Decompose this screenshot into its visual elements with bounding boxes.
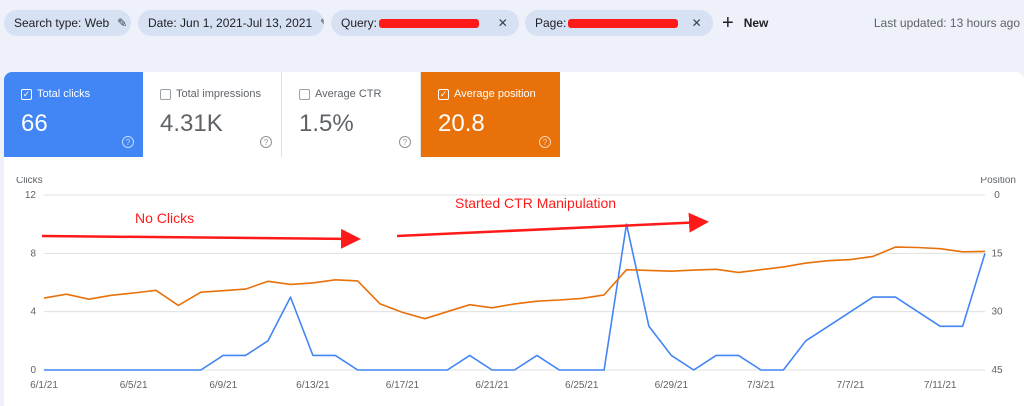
annotation-arrow-left [41, 228, 361, 249]
checkbox-checked-icon[interactable]: ✓ [438, 88, 449, 100]
annotation-no-clicks: No Clicks [135, 210, 194, 226]
annotation-arrow-right [396, 212, 709, 238]
filter-chip-label: Page: [535, 16, 567, 30]
new-filter-label: New [743, 16, 769, 30]
right-tick-label: 30 [991, 307, 1003, 318]
pencil-icon[interactable]: ✎ [117, 16, 128, 30]
new-filter-button[interactable]: + New [722, 10, 768, 36]
filter-chip-label: Date: Jun 1, 2021-Jul 13, 2021 [148, 16, 313, 30]
help-icon[interactable]: ? [122, 136, 134, 148]
metric-label: Average CTR [315, 88, 382, 100]
metric-card-average-position[interactable]: ✓ Average position 20.8 ? [421, 72, 560, 157]
filter-chip-search-type[interactable]: Search type: Web ✎ [4, 10, 131, 36]
clicks-series-line [44, 223, 986, 371]
metric-card-total-impressions[interactable]: Total impressions 4.31K ? [143, 72, 282, 157]
left-tick-label: 12 [25, 190, 37, 201]
metric-card-average-ctr[interactable]: Average CTR 1.5% ? [282, 72, 421, 157]
help-icon[interactable]: ? [260, 136, 272, 148]
left-axis-title: Clicks [16, 177, 43, 186]
right-axis-title: Position [980, 177, 1016, 186]
performance-chart: 0 4 8 12 45 30 15 0 Clicks Position 6/1/21 6/5/21 6/… [16, 177, 1016, 391]
plus-icon: + [722, 12, 734, 34]
filter-chip-page[interactable]: Page: ✕ [525, 10, 713, 36]
help-icon[interactable]: ? [539, 136, 551, 148]
checkbox-checked-icon[interactable]: ✓ [21, 88, 32, 100]
x-tick-label: 6/21/21 [475, 380, 509, 391]
left-tick-label: 4 [30, 307, 36, 318]
x-tick-label: 6/1/21 [30, 380, 58, 391]
x-tick-label: 6/5/21 [120, 380, 148, 391]
x-tick-label: 6/13/21 [296, 380, 330, 391]
redaction-mark [568, 18, 679, 28]
x-tick-label: 6/9/21 [209, 380, 237, 391]
checkbox-unchecked-icon[interactable] [160, 88, 171, 100]
x-tick-label: 7/7/21 [837, 380, 865, 391]
position-series-line [43, 246, 986, 320]
metric-label: Total clicks [37, 88, 91, 100]
performance-panel: ✓ Total clicks 66 ? Total impressions 4.… [4, 72, 1024, 406]
right-tick-label: 15 [991, 248, 1003, 259]
pencil-icon[interactable]: ✎ [320, 16, 324, 30]
right-tick-label: 45 [991, 365, 1003, 376]
x-tick-label: 6/17/21 [386, 380, 420, 391]
annotation-started-ctr: Started CTR Manipulation [455, 195, 616, 211]
x-tick-label: 7/11/21 [924, 380, 957, 391]
x-tick-label: 6/29/21 [655, 380, 689, 391]
metric-label: Average position [454, 88, 536, 100]
filter-bar: Search type: Web ✎ Date: Jun 1, 2021-Jul… [0, 0, 1024, 46]
filter-chip-query[interactable]: Query: ✕ [331, 10, 519, 36]
right-tick-label: 0 [994, 190, 1000, 201]
checkbox-unchecked-icon[interactable] [299, 88, 310, 100]
filter-chip-date[interactable]: Date: Jun 1, 2021-Jul 13, 2021 ✎ [138, 10, 324, 36]
help-icon[interactable]: ? [399, 136, 411, 148]
metric-label: Total impressions [176, 88, 261, 100]
x-tick-label: 6/25/21 [565, 380, 599, 391]
left-tick-label: 8 [30, 248, 36, 259]
metric-card-total-clicks[interactable]: ✓ Total clicks 66 ? [4, 72, 143, 157]
redaction-mark [379, 18, 479, 28]
metric-value: 4.31K [160, 110, 223, 137]
last-updated-text: Last updated: 13 hours ago [873, 16, 1020, 30]
x-tick-label: 7/3/21 [747, 380, 775, 391]
metric-value: 1.5% [299, 110, 354, 137]
close-icon[interactable]: ✕ [497, 16, 508, 30]
metric-value: 66 [21, 110, 48, 137]
filter-chip-label: Query: [341, 16, 378, 30]
filter-chip-label: Search type: Web [14, 16, 110, 30]
left-tick-label: 0 [30, 365, 36, 376]
metric-value: 20.8 [438, 110, 485, 137]
close-icon[interactable]: ✕ [691, 16, 702, 30]
